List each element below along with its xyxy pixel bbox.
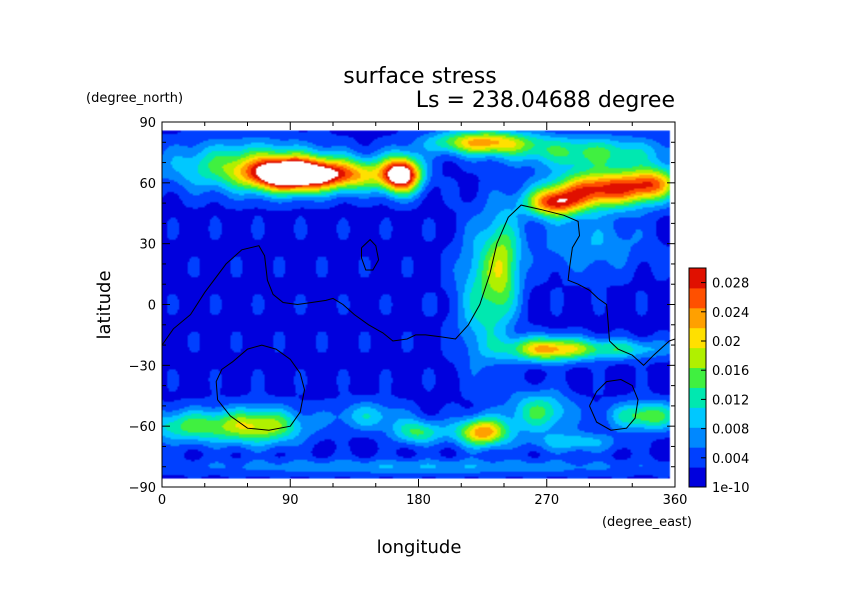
- contour-line: [161, 204, 676, 366]
- colorbar-band: [689, 287, 706, 309]
- colorbar-bands: [689, 268, 706, 488]
- chart-title: surface stress: [343, 64, 496, 89]
- x-axis-label: longitude: [377, 537, 462, 558]
- colorbar-band: [689, 467, 706, 488]
- x-axis-ticks: 0 90 180 270 360: [158, 122, 688, 508]
- contour-line: [589, 378, 639, 431]
- y-axis-label: latitude: [94, 270, 115, 339]
- x-tick-label: 180: [406, 493, 431, 508]
- contour-line: [361, 238, 380, 271]
- colorbar-tick-label: 1e-10: [712, 481, 750, 496]
- y-tick-label: 0: [148, 299, 156, 314]
- y-tick-label: 60: [139, 177, 156, 192]
- plot-area: 0 90 180 270 360 −90 −60 −30 0 30 60 90: [129, 116, 688, 508]
- colorbar-tick-label: 0.004: [712, 452, 749, 467]
- heatmap-field: [162, 122, 675, 487]
- colorbar-ticks: 1e-10 0.004 0.008 0.012 0.016 0.02 0.024 0.028: [701, 277, 750, 496]
- colorbar-tick-label: 0.008: [712, 423, 749, 438]
- y-tick-label: −30: [129, 359, 156, 374]
- colorbar-band: [689, 268, 706, 289]
- y-tick-label: −60: [129, 420, 156, 435]
- y-tick-label: 90: [139, 116, 156, 131]
- colorbar-band: [689, 387, 706, 408]
- x-tick-label: 270: [534, 493, 559, 508]
- colorbar-tick-label: 0.024: [712, 306, 749, 321]
- y-tick-label: −90: [129, 481, 156, 496]
- colorbar-band: [689, 407, 706, 428]
- colorbar-tick-label: 0.016: [712, 364, 749, 379]
- colorbar-tick-label: 0.012: [712, 393, 749, 408]
- y-tick-label: 30: [139, 238, 156, 253]
- contour-lines: [161, 204, 676, 431]
- colorbar-band: [689, 307, 706, 329]
- y-unit-label: (degree_north): [86, 91, 183, 106]
- colorbar-band: [689, 347, 706, 369]
- colorbar-band: [689, 427, 706, 448]
- colorbar-band: [689, 327, 706, 349]
- x-tick-label: 360: [663, 493, 688, 508]
- colorbar-band: [689, 447, 706, 468]
- colorbar-tick-label: 0.028: [712, 277, 749, 292]
- colorbar: 1e-10 0.004 0.008 0.012 0.016 0.02 0.024 0.028: [688, 267, 750, 496]
- x-unit-label: (degree_east): [602, 515, 692, 530]
- x-tick-label: 0: [158, 493, 166, 508]
- y-axis-ticks: −90 −60 −30 0 30 60 90: [129, 116, 675, 496]
- x-tick-label: 90: [282, 493, 299, 508]
- chart-subtitle: Ls = 238.04688 degree: [416, 88, 675, 113]
- colorbar-band: [689, 367, 706, 388]
- contour-line: [215, 344, 306, 431]
- colorbar-tick-label: 0.02: [712, 335, 741, 350]
- colorbar-frame: [688, 267, 707, 488]
